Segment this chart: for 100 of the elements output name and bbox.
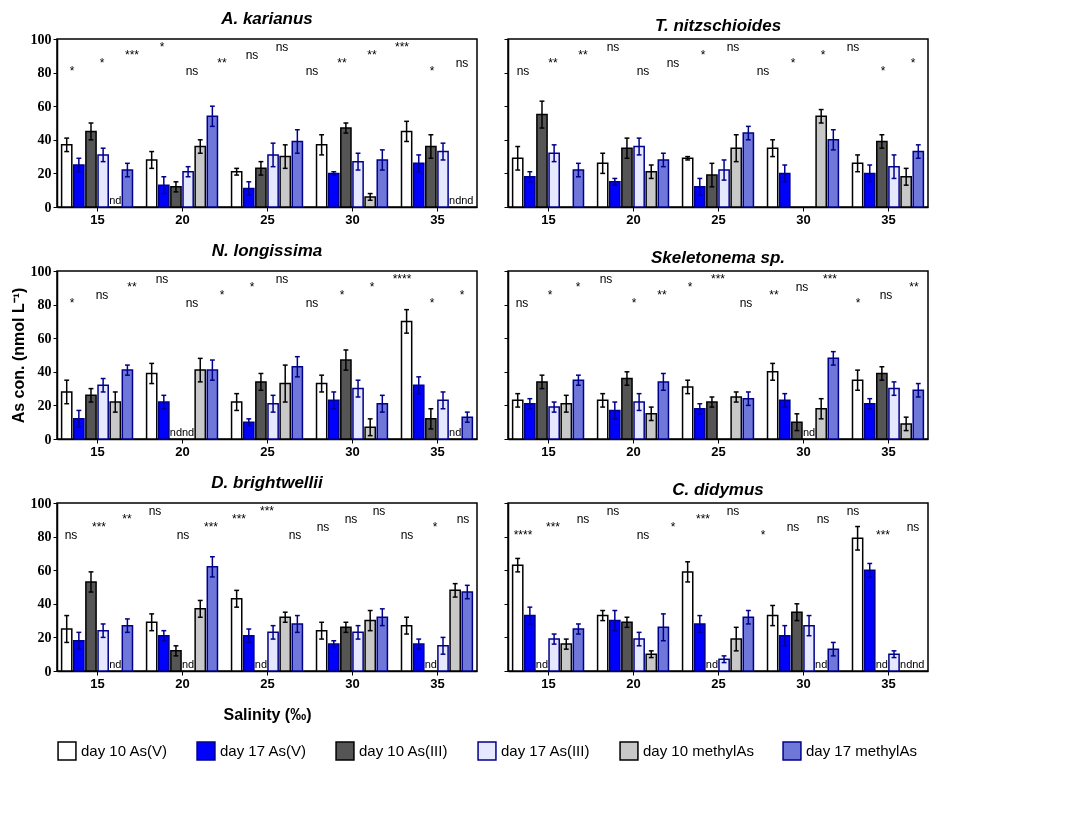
annotation: ns — [305, 64, 319, 78]
x-tick-label: 15 — [90, 675, 105, 691]
annotation: ns — [726, 504, 740, 518]
bar — [863, 402, 876, 440]
chart-title: T. nitzschioides — [654, 15, 782, 35]
bar — [888, 387, 900, 440]
annotation: *** — [124, 48, 140, 62]
annotation: ns — [185, 64, 199, 78]
annotation: * — [249, 280, 255, 294]
annotation: * — [432, 520, 438, 534]
y-tick-label: 40 — [37, 596, 52, 612]
bar — [327, 172, 340, 208]
x-tick-label: 30 — [345, 211, 360, 227]
x-tick-label: 20 — [626, 443, 641, 459]
annotation: * — [159, 40, 165, 54]
annotation: * — [880, 64, 886, 78]
annotation: ns — [726, 40, 740, 54]
annotation: ** — [548, 56, 558, 70]
annotation: * — [69, 296, 75, 310]
y-tick-label: 60 — [37, 98, 52, 114]
annotation: ** — [657, 288, 667, 302]
x-tick-label: 35 — [430, 443, 445, 459]
annotation: ns — [879, 288, 893, 302]
annotation: ns — [400, 528, 414, 542]
chart-title: A. karianus — [220, 9, 313, 28]
annotation: ns — [305, 296, 319, 310]
annotation: ** — [122, 512, 132, 526]
annotation: **** — [513, 528, 533, 542]
annotation: ** — [367, 48, 377, 62]
annotation: * — [219, 288, 225, 302]
text: nd — [535, 658, 549, 670]
bar — [572, 628, 585, 672]
legend-label: day 17 As(III) — [501, 742, 590, 760]
y-tick-label: 80 — [37, 65, 52, 81]
x-tick-label: 30 — [796, 443, 811, 459]
text: nd — [424, 658, 437, 670]
annotation: ns — [606, 40, 620, 54]
x-tick-label: 20 — [626, 675, 641, 691]
bar — [621, 621, 633, 672]
annotation: ns — [636, 528, 650, 542]
annotation: ns — [846, 40, 860, 54]
y-tick-label: 0 — [44, 199, 52, 215]
bar — [170, 186, 182, 208]
y-tick-label: 60 — [37, 330, 52, 346]
x-tick-label: 15 — [541, 675, 556, 691]
bar — [912, 150, 925, 208]
annotation: ns — [846, 504, 860, 518]
annotation: ns — [756, 64, 770, 78]
y-tick-label: 100 — [30, 263, 52, 279]
annotation: * — [790, 56, 796, 70]
annotation: ns — [275, 40, 289, 54]
text: nd — [109, 194, 122, 206]
bar — [340, 626, 352, 672]
text: nd — [705, 658, 719, 670]
bar — [327, 643, 340, 672]
annotation: *** — [875, 528, 891, 542]
bar — [548, 406, 560, 440]
text: nd — [802, 426, 816, 438]
annotation: ns — [786, 520, 800, 534]
annotation: * — [760, 528, 766, 542]
annotation: * — [459, 288, 465, 302]
text: nd — [109, 658, 122, 670]
y-axis-title: As con. (nmol L⁻¹) — [9, 287, 27, 424]
legend-label: day 10 As(III) — [359, 742, 448, 760]
y-tick-label: 100 — [30, 31, 52, 47]
x-tick-label: 15 — [90, 211, 105, 227]
annotation: ns — [576, 512, 590, 526]
x-tick-label: 25 — [711, 443, 726, 459]
annotation: ns — [795, 280, 809, 294]
annotation: * — [429, 64, 435, 78]
annotation: ns — [245, 48, 259, 62]
y-tick-label: 0 — [44, 663, 52, 679]
chart-title: D. brightwellii — [211, 473, 324, 492]
text: nd — [815, 658, 828, 670]
annotation: * — [700, 48, 706, 62]
x-axis-title: Salinity (‰) — [223, 705, 312, 723]
y-tick-label: 20 — [37, 397, 52, 413]
annotation: *** — [710, 272, 726, 286]
annotation: *** — [231, 512, 247, 526]
x-tick-label: 20 — [626, 211, 641, 227]
text: nd — [912, 658, 925, 670]
bar — [742, 397, 755, 440]
text: nd — [461, 194, 474, 206]
annotation: ns — [176, 528, 190, 542]
text: nd — [169, 426, 183, 438]
annotation: **** — [392, 272, 412, 286]
legend-label: day 10 methylAs — [643, 742, 754, 760]
bar — [621, 377, 633, 440]
bar — [242, 634, 255, 672]
bar — [121, 624, 134, 672]
bar — [412, 643, 425, 672]
annotation: *** — [259, 504, 275, 518]
annotation: * — [910, 56, 916, 70]
annotation: ns — [739, 296, 753, 310]
y-tick-label: 80 — [37, 529, 52, 545]
annotation: *** — [695, 512, 711, 526]
annotation: ns — [372, 504, 386, 518]
text: nd — [449, 426, 462, 438]
text: nd — [181, 426, 195, 438]
annotation: ns — [155, 272, 169, 286]
